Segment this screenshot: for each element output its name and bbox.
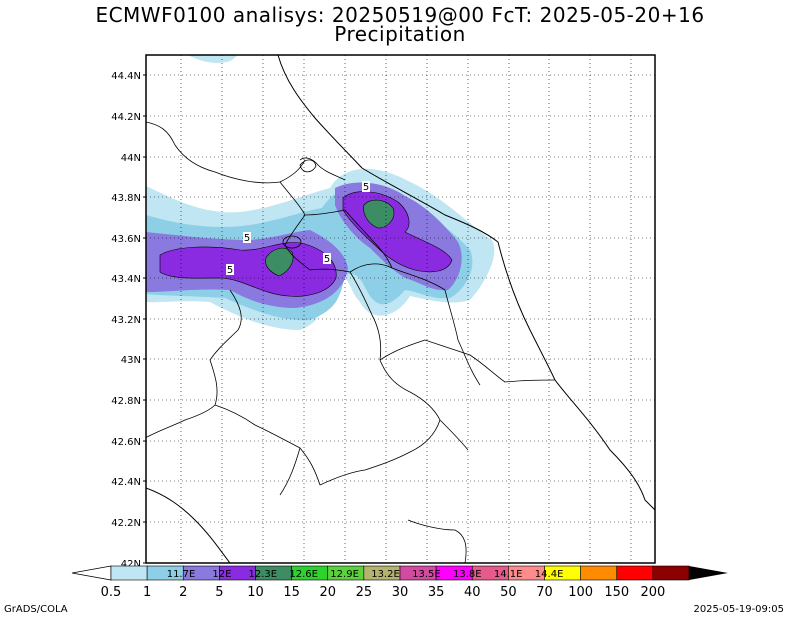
lat-label: 42.2N bbox=[111, 518, 141, 529]
lat-label: 43N bbox=[121, 355, 141, 366]
colorbar-level-label: 2 bbox=[179, 585, 187, 600]
colorbar-level-label: 40 bbox=[464, 585, 481, 600]
precip-band-very-light-north bbox=[188, 55, 238, 63]
colorbar-level-label: 1 bbox=[143, 585, 151, 600]
lat-label: 43.8N bbox=[111, 193, 141, 204]
colorbar-level-label: 30 bbox=[392, 585, 409, 600]
precip-band-peak-east bbox=[363, 200, 394, 228]
colorbar-level-label: 150 bbox=[604, 585, 629, 600]
lat-label: 44N bbox=[121, 153, 141, 164]
lat-label: 42.8N bbox=[111, 396, 141, 407]
contour-label: 5 bbox=[324, 254, 330, 265]
lat-label: 43.4N bbox=[111, 274, 141, 285]
colorbar-level-label: 20 bbox=[319, 585, 336, 600]
precipitation-field bbox=[146, 55, 495, 330]
lon-label: 13.2E bbox=[371, 569, 400, 580]
software-credit: GrADS/COLA bbox=[4, 604, 68, 615]
lon-label: 12.9E bbox=[330, 569, 359, 580]
contour-lines bbox=[159, 191, 453, 297]
lat-label: 42N bbox=[121, 559, 141, 570]
lon-label: 12E bbox=[212, 569, 231, 580]
colorbar-arrow-low bbox=[71, 565, 112, 581]
contour-labels: 5 5 5 5 bbox=[226, 181, 370, 276]
lat-label: 43.6N bbox=[111, 234, 141, 245]
colorbar: 11.7E 12E 12.3E 12.6E 12.9E 13.2E 13.5E 13.8E 14… bbox=[71, 565, 728, 600]
colorbar-swatch bbox=[616, 565, 654, 581]
lon-label: 14.4E bbox=[535, 569, 564, 580]
colorbar-swatch bbox=[580, 565, 618, 581]
colorbar-level-label: 0.5 bbox=[101, 585, 122, 600]
lat-label: 44.2N bbox=[111, 112, 141, 123]
colorbar-level-label: 25 bbox=[356, 585, 373, 600]
lon-label: 12.6E bbox=[289, 569, 318, 580]
contour-label: 5 bbox=[244, 233, 250, 244]
lat-label: 44.4N bbox=[111, 71, 141, 82]
colorbar-level-label: 200 bbox=[640, 585, 665, 600]
render-timestamp: 2025-05-19-09:05 bbox=[693, 604, 784, 615]
lon-label: 11.7E bbox=[167, 569, 196, 580]
lat-label: 42.6N bbox=[111, 437, 141, 448]
colorbar-level-label: 70 bbox=[536, 585, 553, 600]
colorbar-level-label: 15 bbox=[283, 585, 300, 600]
coastline bbox=[277, 55, 655, 511]
colorbar-swatch bbox=[110, 565, 148, 581]
contour-label: 5 bbox=[227, 265, 233, 276]
colorbar-level-label: 100 bbox=[568, 585, 593, 600]
lon-label: 13.5E bbox=[412, 569, 441, 580]
lat-label: 43.2N bbox=[111, 315, 141, 326]
admin-borders bbox=[146, 55, 655, 563]
lat-label: 42.4N bbox=[111, 477, 141, 488]
lon-label: 12.3E bbox=[249, 569, 278, 580]
colorbar-level-label: 50 bbox=[500, 585, 517, 600]
lon-label: 13.8E bbox=[453, 569, 482, 580]
west-coastline bbox=[146, 487, 231, 563]
latitude-labels: 44.4N 44.2N 44N 43.8N 43.6N 43.4N 43.2N 43N 42.8… bbox=[111, 71, 146, 570]
colorbar-level-label: 35 bbox=[428, 585, 445, 600]
precip-band-peak bbox=[265, 248, 294, 276]
map-subtitle: Precipitation bbox=[334, 22, 466, 46]
colorbar-swatch bbox=[652, 565, 690, 581]
contour-label: 5 bbox=[363, 182, 369, 193]
colorbar-level-label: 10 bbox=[247, 585, 264, 600]
lon-label: 14.1E bbox=[494, 569, 523, 580]
map-title: ECMWF0100 analisys: 20250519@00 FcT: 202… bbox=[95, 3, 705, 27]
graticule bbox=[146, 55, 655, 563]
colorbar-level-label: 5 bbox=[215, 585, 223, 600]
colorbar-arrow-high bbox=[689, 566, 728, 580]
map-frame bbox=[145, 54, 656, 564]
